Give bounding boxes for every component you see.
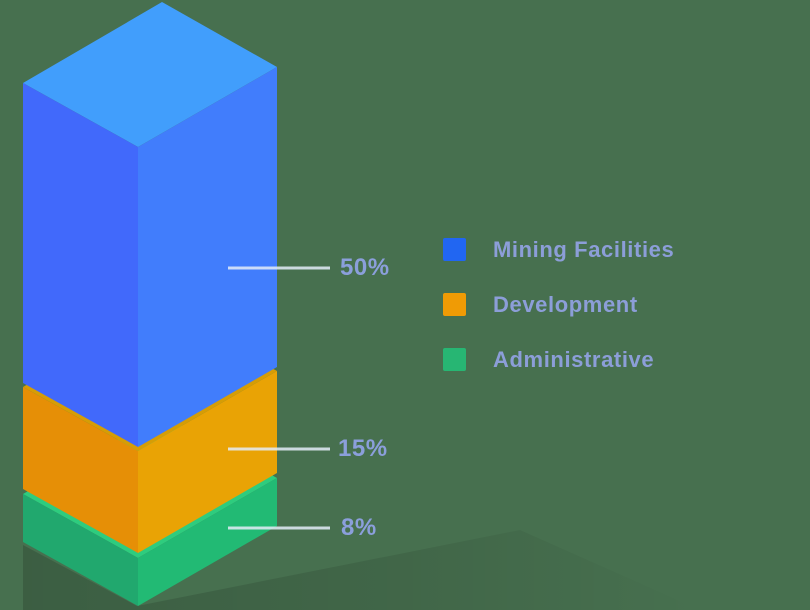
segment-mining-facilities-left-face: [23, 83, 138, 447]
legend-label-administrative: Administrative: [493, 346, 655, 372]
segment-administrative-right-face: [138, 478, 277, 606]
legend-item-administrative: Administrative: [443, 346, 674, 372]
legend-label-mining-facilities: Mining Facilities: [493, 236, 675, 262]
segment-development-left-face: [23, 387, 138, 553]
data-label-development: 15%: [338, 435, 388, 462]
segment-development-right-face: [138, 371, 277, 553]
segment-mining-facilities-top-face: [23, 2, 277, 147]
legend-swatch-administrative: [443, 348, 466, 371]
segment-mining-facilities: [23, 2, 277, 447]
legend-swatch-mining-facilities: [443, 238, 466, 261]
legend-item-development: Development: [443, 291, 674, 317]
segment-mining-facilities-right-face: [138, 67, 277, 447]
data-label-mining-facilities: 50%: [340, 254, 390, 281]
segment-administrative-left-face: [23, 494, 138, 606]
legend-label-development: Development: [493, 291, 638, 317]
data-label-administrative: 8%: [341, 514, 377, 541]
legend-item-mining-facilities: Mining Facilities: [443, 236, 675, 262]
legend-swatch-development: [443, 293, 466, 316]
bar-shadow: [23, 530, 700, 610]
legend: Mining Facilities Development Administra…: [443, 236, 675, 372]
